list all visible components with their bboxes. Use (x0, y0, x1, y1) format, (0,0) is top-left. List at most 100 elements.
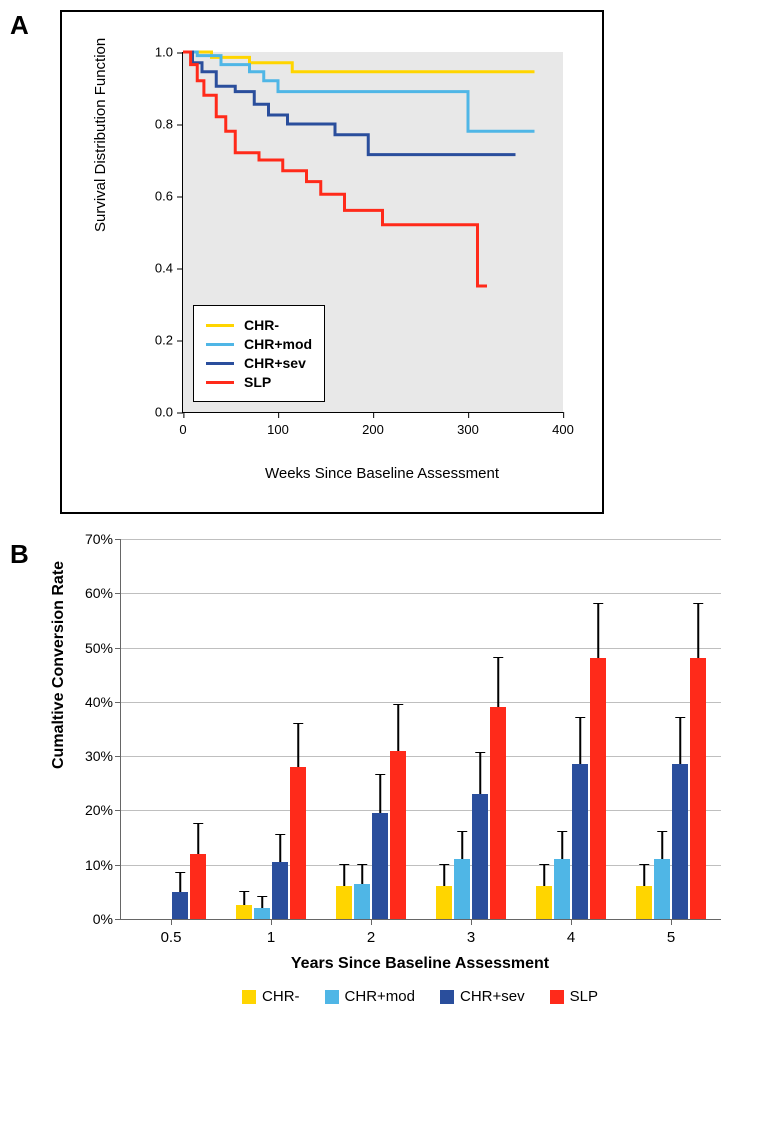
panel-b: B Cumaltive Conversion Rate 0%10%20%30%4… (10, 539, 763, 1005)
chart-b-gridline (121, 702, 721, 703)
bar-CHR- (636, 886, 652, 919)
errorbar (279, 835, 281, 862)
bar-CHR- (336, 886, 352, 919)
chart-b-gridline (121, 810, 721, 811)
errorbar (561, 832, 563, 859)
chart-a-xlabel: Weeks Since Baseline Assessment (62, 465, 602, 482)
chart-a-xtick: 200 (362, 412, 384, 437)
bar-group-1 (236, 767, 306, 919)
chart-b-ytick: 20% (85, 802, 121, 818)
errorbar (443, 865, 445, 887)
chart-b-ytick: 0% (93, 911, 121, 927)
chart-a-ytick: 0.8 (155, 117, 183, 132)
chart-b-gridline (121, 865, 721, 866)
errorbar (379, 775, 381, 813)
errorbar (461, 832, 463, 859)
bar-CHR- (536, 886, 552, 919)
chart-b-ytick: 10% (85, 857, 121, 873)
chart-a-ytick: 0.6 (155, 189, 183, 204)
panel-a: A Survival Distribution Function Weeks S… (10, 10, 763, 514)
series-CHR+sev (183, 52, 516, 155)
bar-chart-wrap: Cumaltive Conversion Rate 0%10%20%30%40%… (60, 539, 720, 1005)
errorbar (261, 897, 263, 908)
legend-row-CHR+mod: CHR+mod (325, 988, 415, 1005)
chart-b-ylabel: Cumaltive Conversion Rate (50, 561, 68, 769)
errorbar (497, 658, 499, 707)
chart-a-ylabel: Survival Distribution Function (92, 38, 109, 232)
bar-group-4 (536, 658, 606, 919)
chart-a-ytick: 0.4 (155, 261, 183, 276)
panel-a-label: A (10, 10, 29, 41)
errorbar (361, 865, 363, 884)
legend-row-CHR+mod: CHR+mod (206, 336, 312, 352)
bar-CHR- (436, 886, 452, 919)
legend-label: CHR+sev (460, 988, 525, 1005)
errorbar (297, 724, 299, 767)
chart-b-xtick: 5 (667, 919, 675, 946)
legend-label: CHR+mod (244, 336, 312, 352)
bar-CHR+sev (572, 764, 588, 919)
legend-row-CHR-: CHR- (206, 317, 312, 333)
legend-swatch (206, 343, 234, 346)
chart-a-legend: CHR- CHR+mod CHR+sev SLP (193, 305, 325, 402)
errorbar (579, 718, 581, 764)
chart-b-xtick: 2 (367, 919, 375, 946)
bar-group-3 (436, 707, 506, 919)
chart-a-xtick: 0 (179, 412, 186, 437)
bar-SLP (290, 767, 306, 919)
legend-swatch (440, 990, 454, 1004)
errorbar (661, 832, 663, 859)
chart-b-xlabel: Years Since Baseline Assessment (120, 955, 720, 973)
chart-a-xtick: 400 (552, 412, 574, 437)
bar-SLP (190, 854, 206, 919)
bar-group-2 (336, 751, 406, 919)
legend-label: CHR- (244, 317, 279, 333)
chart-b-legend: CHR- CHR+mod CHR+sev SLP (120, 988, 720, 1005)
chart-b-ytick: 50% (85, 640, 121, 656)
bar-CHR+mod (254, 908, 270, 919)
survival-chart-frame: Survival Distribution Function Weeks Sin… (60, 10, 604, 514)
errorbar (643, 865, 645, 887)
legend-row-CHR+sev: CHR+sev (206, 355, 312, 371)
bar-CHR+mod (654, 859, 670, 919)
chart-b-xtick: 3 (467, 919, 475, 946)
chart-b-ytick: 40% (85, 694, 121, 710)
legend-row-CHR+sev: CHR+sev (440, 988, 525, 1005)
legend-row-SLP: SLP (550, 988, 598, 1005)
chart-b-gridline (121, 756, 721, 757)
legend-swatch (206, 362, 234, 365)
bar-SLP (590, 658, 606, 919)
panel-b-label: B (10, 539, 29, 570)
legend-row-CHR-: CHR- (242, 988, 300, 1005)
legend-label: CHR- (262, 988, 300, 1005)
errorbar (397, 705, 399, 751)
bar-CHR+mod (454, 859, 470, 919)
bar-CHR+sev (172, 892, 188, 919)
chart-a-xtick: 100 (267, 412, 289, 437)
chart-b-gridline (121, 539, 721, 540)
errorbar (343, 865, 345, 887)
legend-label: SLP (244, 374, 271, 390)
bar-CHR+mod (354, 884, 370, 919)
errorbar (243, 892, 245, 906)
bar-CHR+sev (272, 862, 288, 919)
chart-b-plot: 0%10%20%30%40%50%60%70%0.512345 (120, 539, 721, 920)
errorbar (679, 718, 681, 764)
legend-label: CHR+sev (244, 355, 306, 371)
errorbar (597, 604, 599, 658)
bar-SLP (690, 658, 706, 919)
legend-label: CHR+mod (345, 988, 415, 1005)
chart-b-ytick: 60% (85, 585, 121, 601)
chart-a-xtick: 300 (457, 412, 479, 437)
legend-swatch (550, 990, 564, 1004)
errorbar (479, 753, 481, 794)
legend-swatch (325, 990, 339, 1004)
series-CHR- (183, 52, 535, 72)
bar-group-5 (636, 658, 706, 919)
legend-row-SLP: SLP (206, 374, 312, 390)
chart-b-xtick: 4 (567, 919, 575, 946)
bar-group-0.5 (136, 854, 206, 919)
chart-b-xtick: 1 (267, 919, 275, 946)
chart-b-ytick: 70% (85, 531, 121, 547)
bar-CHR+sev (372, 813, 388, 919)
